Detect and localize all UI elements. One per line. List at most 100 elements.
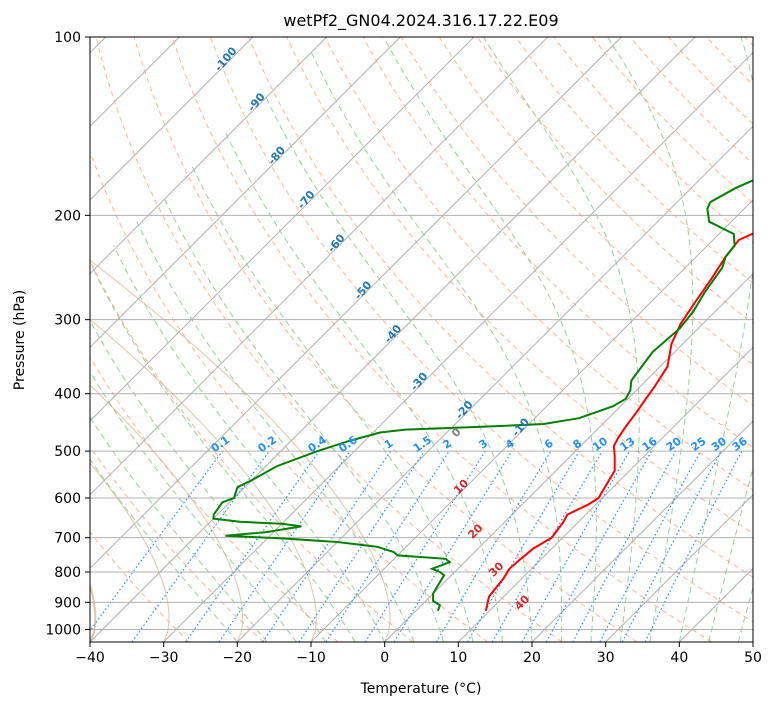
isotherm-line (457, 346, 753, 642)
isotherm-line (605, 493, 753, 642)
x-tick-label: 40 (670, 650, 688, 666)
x-tick-label: 20 (523, 650, 541, 666)
y-tick-label: 600 (54, 491, 81, 507)
dry-adiabat-line (591, 37, 753, 204)
temperature-profile (484, 232, 753, 612)
mixing-ratio-line (185, 450, 320, 642)
chart-title: wetPf2_GN04.2024.316.17.22.E09 (283, 11, 558, 31)
adiabat-label: -60 (325, 231, 348, 255)
moist-adiabat-line (737, 585, 753, 642)
isotherm-line (752, 641, 753, 642)
profiles (212, 179, 753, 612)
y-axis: 100 200 300 400 500 600 700 800 900 1000 (45, 30, 90, 638)
moist-adiabat-line (383, 37, 597, 642)
mixing-ratio-label: 2 (440, 437, 454, 452)
mixing-ratio-line (298, 450, 425, 642)
mixing-ratio-label: 0.1 (209, 433, 232, 455)
moist-adiabat-line (264, 94, 533, 642)
adiabat-label: -90 (245, 90, 268, 114)
adiabat-label: -30 (408, 370, 431, 394)
dry-adiabat-line (438, 37, 753, 365)
isotherm-line (384, 272, 753, 642)
dry-adiabat-line (90, 356, 339, 642)
isotherm-line (90, 37, 475, 422)
isotherm-line (236, 125, 753, 642)
moist-adiabat-line (90, 319, 327, 642)
mixing-ratio-line (325, 450, 450, 642)
adiabat-label: -70 (295, 188, 318, 212)
adiabat-label: -40 (382, 322, 405, 346)
y-tick-label: 100 (54, 30, 81, 46)
moist-adiabat-line (708, 466, 753, 642)
x-tick-label: 50 (744, 650, 762, 666)
moist-adiabat-line (162, 195, 445, 642)
x-tick-label: −20 (223, 650, 253, 666)
y-tick-label: 300 (54, 313, 81, 329)
y-tick-label: 200 (54, 208, 81, 224)
mixing-ratio-line (599, 450, 702, 642)
dry-adiabat-line (90, 531, 190, 642)
dry-adiabat-line (668, 37, 753, 125)
mixing-ratio-label: 1.5 (411, 433, 434, 455)
moist-adiabat-line (482, 37, 640, 642)
mixing-ratio-line (435, 450, 552, 642)
mixing-ratio-line (521, 450, 631, 642)
moist-adiabat-line (191, 165, 474, 642)
adiabat-label: -50 (352, 278, 375, 302)
x-tick-label: 30 (597, 650, 615, 666)
y-tick-label: 1000 (45, 622, 81, 638)
mixing-ratio-label: 0.6 (336, 433, 360, 455)
dry-adiabat-line (90, 150, 488, 642)
dry-adiabat-line (248, 37, 753, 578)
mixing-ratio-label: 6 (542, 437, 556, 452)
mixing-ratio-label: 0.4 (306, 433, 330, 455)
mixing-ratio-line (90, 450, 223, 632)
y-tick-label: 700 (54, 531, 81, 547)
isotherm-line (90, 37, 696, 642)
mixing-ratio-line (364, 450, 486, 642)
adiabat-label: -100 (212, 44, 240, 74)
background-lines (90, 37, 753, 642)
dewpoint-profile (212, 179, 753, 612)
theta-e-line (90, 259, 391, 642)
x-tick-label: −40 (75, 650, 105, 666)
y-tick-label: 800 (54, 565, 81, 581)
pressure-grid (90, 37, 753, 630)
moist-adiabat-line (92, 267, 356, 642)
dry-adiabat-line (706, 37, 753, 86)
isotherm-line (531, 420, 753, 642)
dry-adiabat-line (133, 37, 638, 642)
moist-line-label: 20 (465, 521, 485, 541)
moist-adiabat-line (136, 221, 415, 642)
y-tick-label: 500 (54, 444, 81, 460)
y-axis-label: Pressure (hPa) (12, 290, 28, 390)
mixing-ratio-label: 0.2 (256, 433, 279, 455)
x-axis-label: Temperature (°C) (360, 681, 482, 697)
x-axis: −40 −30 −20 −10 0 10 20 30 40 50 (75, 642, 762, 666)
y-tick-label: 400 (54, 387, 81, 403)
mixing-ratio-line (491, 450, 603, 642)
dry-adiabat-line (210, 37, 753, 623)
adiabat-label: -80 (265, 144, 288, 168)
mixing-ratio-line (131, 450, 270, 642)
dry-adiabat-line (515, 37, 753, 284)
isotherm-line (310, 199, 753, 642)
isotherm-line (90, 37, 401, 349)
mixing-ratio-line (393, 450, 513, 642)
moist-adiabat-line (90, 416, 268, 642)
theta-e-line (90, 318, 317, 642)
dry-adiabat-line (95, 37, 563, 642)
adiabat-label: -20 (453, 398, 476, 422)
moist-adiabat-line (90, 458, 238, 642)
isotherm-line (90, 37, 328, 275)
dry-adiabat-line (286, 37, 753, 534)
isotherm-line (90, 37, 549, 496)
moist-adiabat-line (607, 37, 694, 642)
dry-adiabat-line (553, 37, 753, 244)
dry-adiabat-line (744, 37, 753, 47)
x-tick-label: −30 (149, 650, 179, 666)
mixing-ratio-line (218, 450, 351, 642)
moist-adiabat-line (113, 245, 386, 642)
isotherm-line (678, 567, 753, 642)
